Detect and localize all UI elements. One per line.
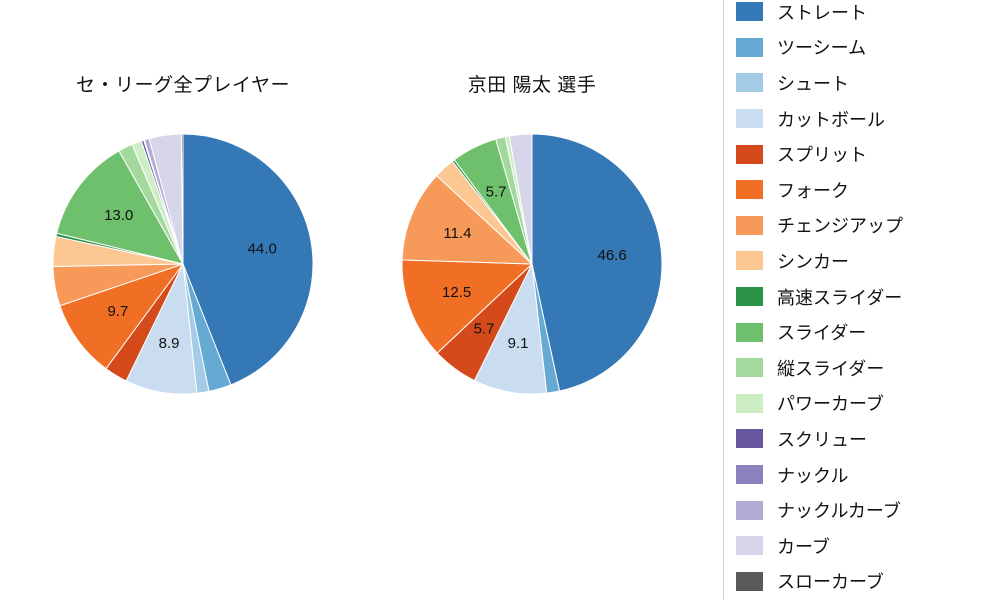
legend-label: シンカー (777, 251, 849, 272)
pie-value-label: 11.4 (443, 225, 471, 242)
legend-item-9: スライダー (736, 314, 1000, 350)
pie-slice-4 (401, 259, 533, 354)
pie-value-label: 5.7 (474, 320, 495, 337)
legend-item-5: フォーク (736, 172, 1000, 208)
legend-swatch (736, 500, 763, 520)
legend-swatch (736, 215, 763, 235)
pie-value-label: 44.0 (248, 240, 277, 257)
legend-item-6: チェンジアップ (736, 208, 1000, 244)
legend-swatch (736, 73, 763, 93)
legend-item-14: ナックルカーブ (736, 492, 1000, 528)
legend-label: ツーシーム (777, 38, 867, 59)
pie-league: 44.0 8.9 9.7 13.0 (52, 133, 314, 395)
legend-swatch (736, 358, 763, 378)
legend-item-12: スクリュー (736, 421, 1000, 457)
pie-slice-0 (531, 133, 663, 392)
pie-value-label: 9.1 (508, 335, 529, 352)
legend-swatch (736, 144, 763, 164)
legend-item-0: ストレート (736, 0, 1000, 30)
pie-slice-5 (401, 175, 533, 265)
legend-label: シュート (777, 73, 849, 94)
pie-slice-11 (508, 133, 533, 265)
pie-value-label: 9.7 (107, 303, 128, 320)
pie-slice-5 (59, 263, 184, 370)
legend-swatch (736, 322, 763, 342)
legend-swatch (736, 287, 763, 307)
legend-item-10: 縦スライダー (736, 350, 1000, 386)
legend-label: スクリュー (777, 429, 867, 450)
legend-item-3: カットボール (736, 101, 1000, 137)
legend-swatch (736, 429, 763, 449)
legend-label: ストレート (777, 2, 867, 23)
pie-value-label: 5.7 (486, 183, 507, 200)
legend-item-4: スプリット (736, 136, 1000, 172)
pie-value-label: 13.0 (104, 207, 133, 224)
pie-chart-league: セ・リーグ全プレイヤー 44.0 8.9 9.7 13.0 (43, 70, 323, 404)
legend-label: カーブ (777, 536, 830, 557)
pie-value-label: 12.5 (442, 284, 471, 301)
legend-label: スライダー (777, 323, 867, 344)
legend-label: カットボール (777, 109, 885, 130)
legend-label: スプリット (777, 145, 867, 166)
pie-slice-9 (56, 150, 184, 265)
legend-item-11: パワーカーブ (736, 386, 1000, 422)
legend-label: チェンジアップ (777, 216, 903, 237)
legend-swatch (736, 109, 763, 129)
pie-chart-player: 京田 陽太 選手 46.6 9.1 5.7 12.5 11.4 5.7 (392, 70, 672, 404)
legend-item-16: スローカーブ (736, 564, 1000, 600)
pie-value-label: 46.6 (597, 247, 626, 264)
chart-title-player: 京田 陽太 選手 (467, 75, 597, 96)
pie-slice-0 (182, 133, 314, 386)
legend-label: ナックルカーブ (777, 501, 901, 522)
pie-slice-16 (180, 133, 184, 265)
legend-item-2: シュート (736, 65, 1000, 101)
legend-label: スローカーブ (777, 572, 884, 593)
legend-label: ナックル (777, 465, 849, 486)
legend-label: フォーク (777, 180, 849, 201)
legend-swatch (736, 251, 763, 271)
chart-title-league: セ・リーグ全プレイヤー (76, 75, 290, 96)
legend-item-8: 高速スライダー (736, 279, 1000, 315)
legend: ストレートツーシームシュートカットボール スプリットフォークチェンジアップ シンカー… (723, 0, 1000, 600)
legend-item-1: ツーシーム (736, 30, 1000, 66)
legend-item-7: シンカー (736, 243, 1000, 279)
legend-swatch (736, 2, 763, 22)
legend-swatch (736, 536, 763, 556)
legend-item-13: ナックル (736, 457, 1000, 493)
legend-swatch (736, 180, 763, 200)
legend-swatch (736, 465, 763, 485)
legend-label: 縦スライダー (777, 358, 885, 379)
legend-label: 高速スライダー (777, 287, 903, 308)
legend-swatch (736, 571, 763, 591)
pie-value-label: 8.9 (159, 335, 180, 352)
pie-player: 46.6 9.1 5.7 12.5 11.4 5.7 (401, 133, 663, 395)
legend-swatch (736, 37, 763, 57)
legend-swatch (736, 393, 763, 413)
legend-items: ストレートツーシームシュートカットボール スプリットフォークチェンジアップ シンカー… (736, 0, 1000, 599)
legend-item-15: カーブ (736, 528, 1000, 564)
legend-label: パワーカーブ (777, 394, 884, 415)
